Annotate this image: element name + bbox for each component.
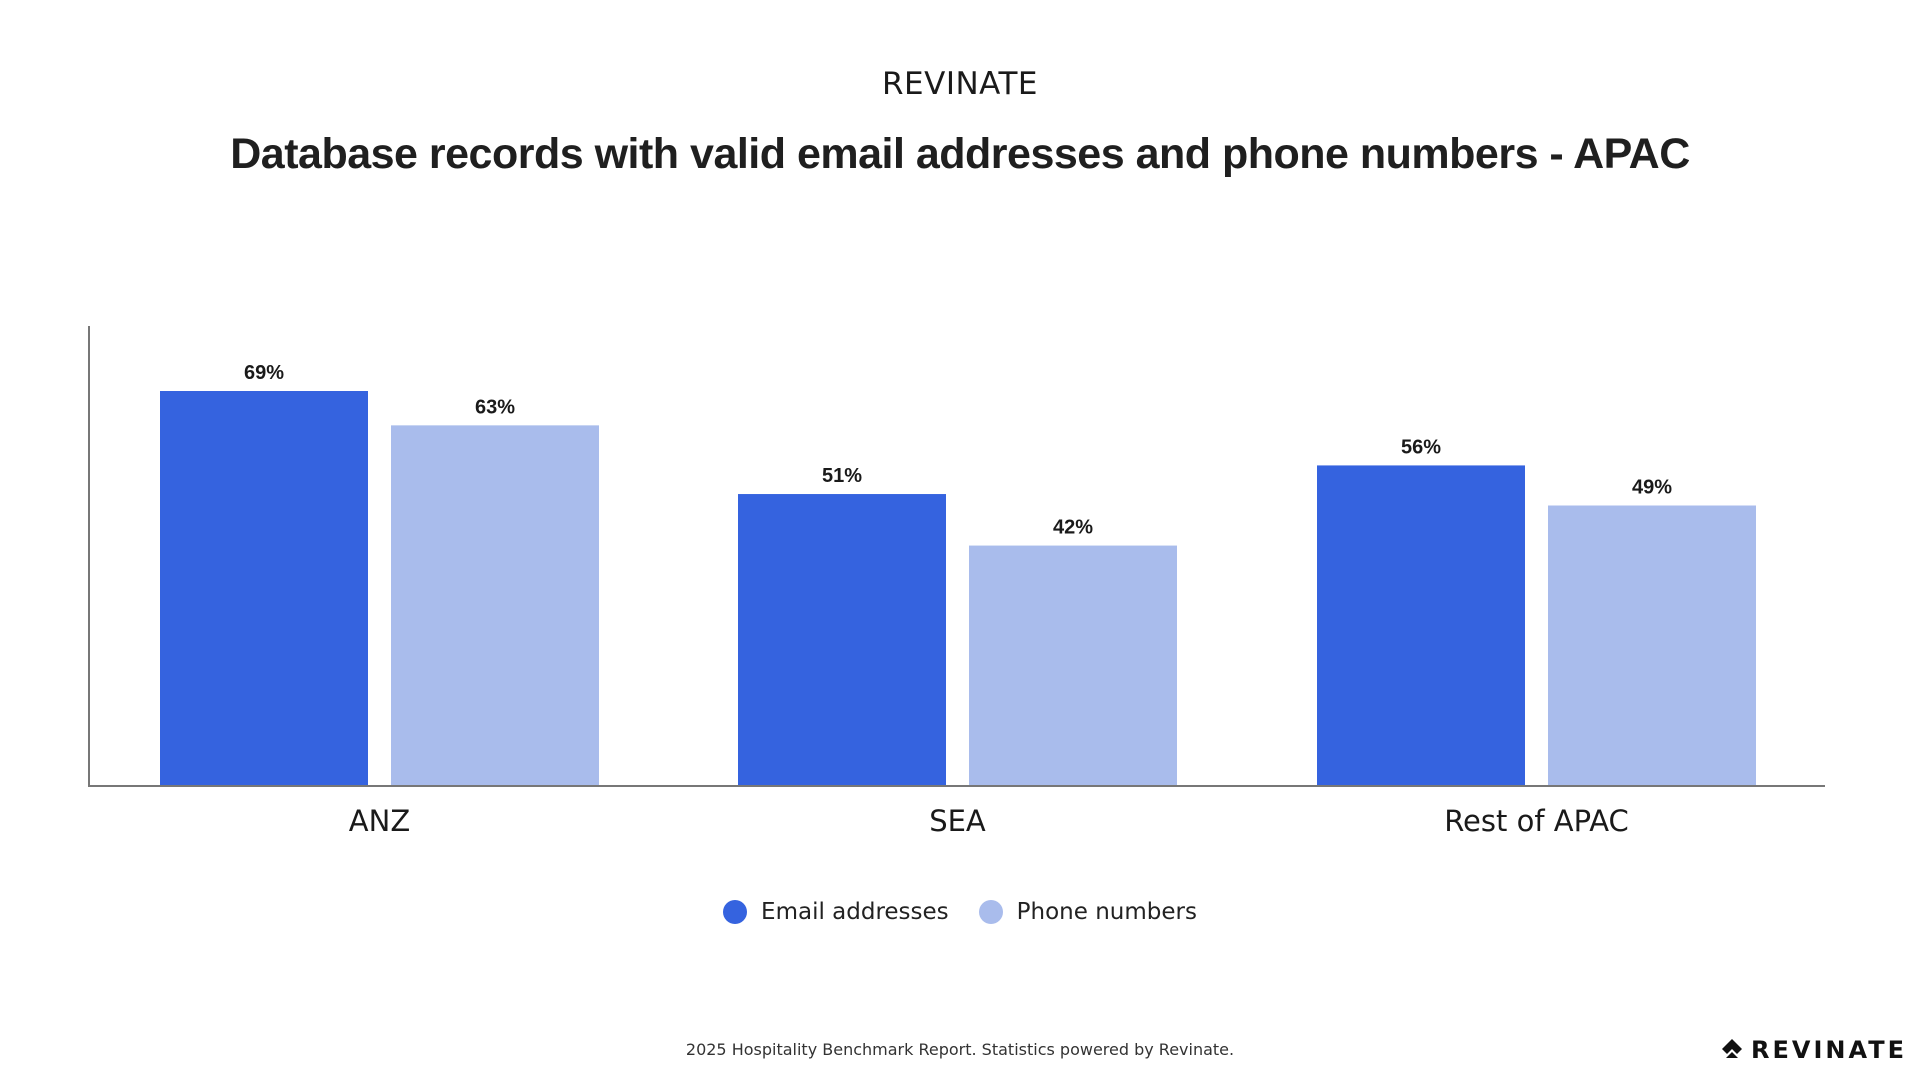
footer-note: 2025 Hospitality Benchmark Report. Stati… xyxy=(685,1040,1235,1059)
bar-phone-rest-of-apac xyxy=(1548,505,1756,786)
legend-item-email: Email addresses xyxy=(723,899,949,925)
data-label: 51% xyxy=(822,465,862,487)
brand-header: REVINATE xyxy=(882,66,1038,102)
chart-title: Database records with valid email addres… xyxy=(230,130,1690,178)
data-label: 63% xyxy=(475,396,515,418)
legend-swatch-email xyxy=(723,900,748,924)
legend-item-phone: Phone numbers xyxy=(978,899,1197,925)
footer-logo: REVINATE xyxy=(1721,1036,1907,1064)
footer-logo-text: REVINATE xyxy=(1751,1036,1907,1064)
bar-email-anz xyxy=(160,391,368,786)
revinate-logo-icon xyxy=(1721,1038,1743,1062)
legend-swatch-phone xyxy=(978,900,1003,924)
bar-phone-sea xyxy=(969,545,1177,786)
bar-phone-anz xyxy=(391,425,599,786)
bar-email-rest-of-apac xyxy=(1317,465,1525,786)
legend-label-phone: Phone numbers xyxy=(1016,899,1197,925)
data-label: 49% xyxy=(1632,476,1672,498)
data-label: 69% xyxy=(244,362,284,384)
legend-label-email: Email addresses xyxy=(761,899,949,925)
x-tick-label: SEA xyxy=(929,804,986,838)
data-label: 42% xyxy=(1053,517,1093,539)
data-label: 56% xyxy=(1401,436,1441,458)
x-tick-label: Rest of APAC xyxy=(1444,804,1629,838)
x-tick-label: ANZ xyxy=(349,804,410,838)
chart-legend: Email addresses Phone numbers xyxy=(0,899,1920,925)
bar-email-sea xyxy=(738,494,946,786)
